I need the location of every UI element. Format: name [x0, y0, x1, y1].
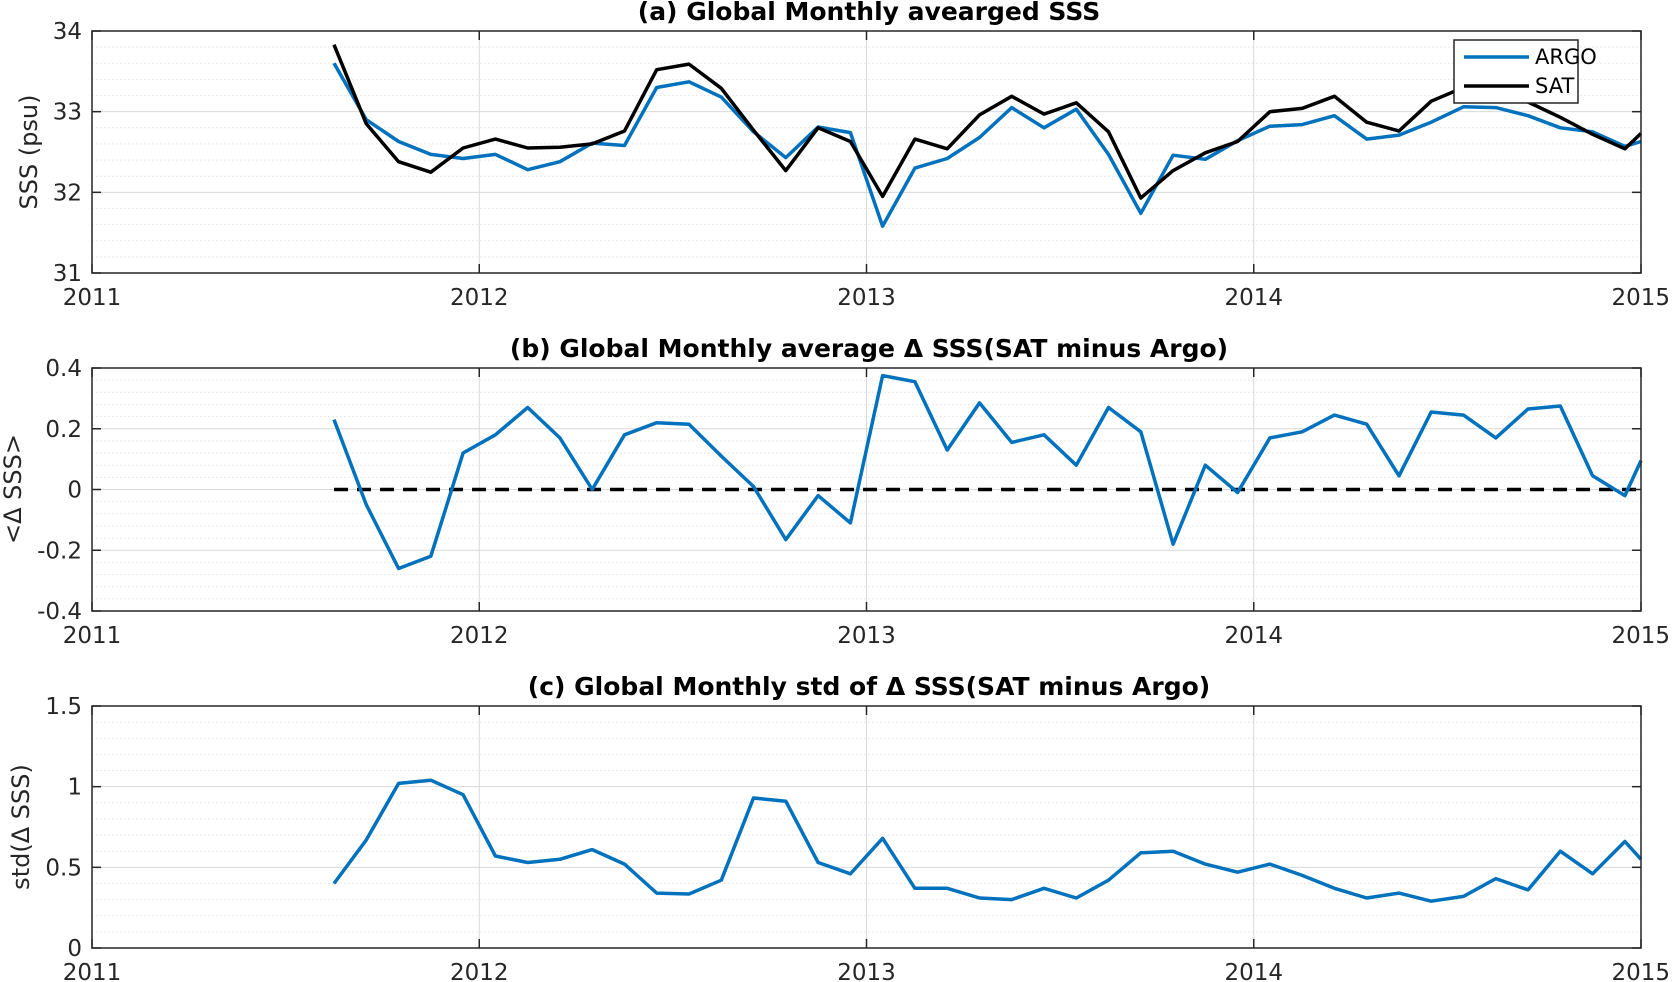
panel-b: (b) Global Monthly average Δ SSS(SAT min… — [0, 334, 1670, 649]
y-tick-label: 34 — [53, 19, 82, 45]
x-tick-label: 2013 — [837, 623, 896, 649]
panel-c-ticks: 2011 2012 2013 2014 2015 0 0.5 1 1.5 — [45, 694, 1670, 982]
panel-c: (c) Global Monthly std of Δ SSS(SAT minu… — [7, 672, 1670, 982]
x-tick-label: 2014 — [1224, 960, 1283, 982]
y-tick-label: -0.4 — [37, 599, 82, 625]
y-tick-label: 33 — [53, 100, 82, 126]
x-tick-label: 2013 — [837, 285, 896, 311]
panel-a-title: (a) Global Monthly avearged SSS — [638, 0, 1100, 26]
x-tick-label: 2015 — [1611, 960, 1670, 982]
series-line-argo — [332, 62, 1642, 228]
y-tick-label: 0.5 — [45, 855, 82, 881]
y-tick-label: 0 — [67, 936, 82, 962]
x-tick-label: 2015 — [1611, 285, 1670, 311]
y-tick-label: 1.5 — [45, 694, 82, 720]
panel-c-title: (c) Global Monthly std of Δ SSS(SAT minu… — [528, 672, 1210, 701]
legend-argo-label: ARGO — [1535, 45, 1597, 69]
y-tick-label: 31 — [53, 261, 82, 287]
panel-a-series — [332, 44, 1643, 228]
panel-b-y-axis-label: <Δ SSS> — [0, 434, 27, 544]
y-tick-label: 0.2 — [45, 417, 82, 443]
x-tick-label: 2012 — [450, 623, 509, 649]
y-tick-label: 1 — [67, 775, 82, 801]
y-tick-label: 0.4 — [45, 356, 82, 382]
y-tick-label: 32 — [53, 180, 82, 206]
y-tick-label: 0 — [67, 478, 82, 504]
legend-box — [1453, 39, 1579, 104]
x-tick-label: 2015 — [1611, 623, 1670, 649]
x-tick-label: 2011 — [63, 623, 122, 649]
y-tick-label: -0.2 — [37, 538, 82, 564]
panel-a-ticks: 2011 2012 2013 2014 2015 31 32 33 34 — [53, 19, 1670, 311]
panel-c-series — [332, 778, 1643, 903]
x-tick-label: 2014 — [1224, 285, 1283, 311]
legend-sat-label: SAT — [1535, 74, 1574, 98]
series-line — [332, 373, 1643, 571]
panel-a: (a) Global Monthly avearged SSS 2011 2012… — [15, 0, 1670, 311]
x-tick-label: 2014 — [1224, 623, 1283, 649]
panel-b-title: (b) Global Monthly average Δ SSS(SAT min… — [510, 334, 1228, 363]
panel-b-ticks: 2011 2012 2013 2014 2015 -0.4 -0.2 0 0.2 0.4 — [37, 356, 1670, 649]
panel-b-series — [332, 373, 1643, 571]
series-line — [332, 778, 1643, 903]
x-tick-label: 2012 — [450, 285, 509, 311]
panel-a-y-axis-label: SSS (psu) — [15, 94, 43, 209]
panel-a-legend: ARGO SAT — [1453, 39, 1597, 104]
x-tick-label: 2013 — [837, 960, 896, 982]
series-line-sat — [332, 44, 1643, 200]
x-tick-label: 2011 — [63, 285, 122, 311]
x-tick-label: 2012 — [450, 960, 509, 982]
panel-c-y-axis-label: std(Δ SSS) — [7, 764, 35, 890]
x-tick-label: 2011 — [63, 960, 122, 982]
